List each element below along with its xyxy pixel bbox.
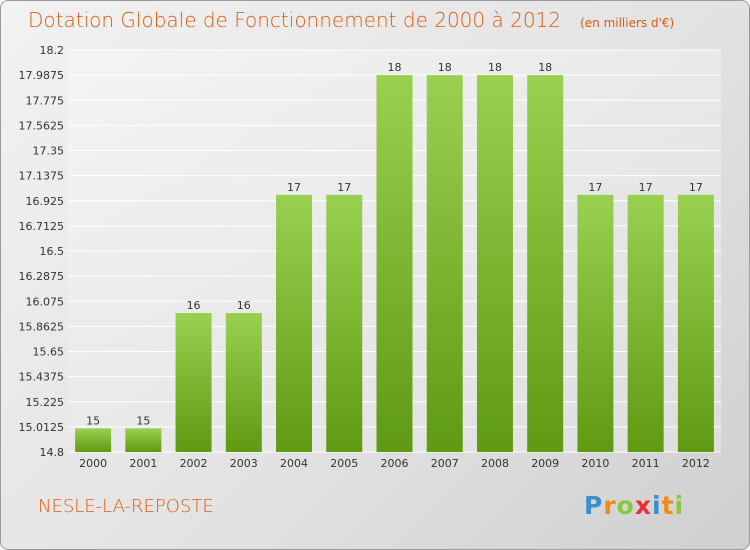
proxiti-logo[interactable]: Proxiti [584, 491, 684, 520]
x-tick-label-2008: 2008 [481, 457, 509, 470]
data-label-2004: 17 [287, 181, 301, 194]
x-tick-label-2001: 2001 [129, 457, 157, 470]
y-tick-label: 15.225 [26, 396, 65, 409]
y-tick-label: 15.8625 [19, 320, 65, 333]
bar-2007 [426, 75, 463, 452]
y-tick-label: 15.65 [33, 346, 65, 359]
bars [75, 75, 714, 452]
data-label-2003: 16 [237, 299, 251, 312]
bar-2004 [276, 194, 313, 452]
y-tick-label: 16.925 [26, 195, 65, 208]
chart-unit-note: (en milliers d'€) [580, 16, 675, 30]
chart-title: Dotation Globale de Fonctionnement de 20… [28, 8, 674, 32]
bar-2000 [75, 428, 112, 452]
y-tick-label: 15.4375 [19, 371, 65, 384]
data-label-2002: 16 [187, 299, 201, 312]
y-tick-label: 17.35 [33, 145, 65, 158]
data-label-2006: 18 [388, 61, 402, 74]
bar-2012 [677, 194, 714, 452]
logo-letter: i [652, 491, 662, 520]
logo-letter: x [634, 491, 652, 520]
data-labels: 15 15 16 16 17 17 18 18 18 18 17 17 17 [86, 61, 703, 427]
data-label-2012: 17 [689, 181, 703, 194]
y-axis-ticks: 14.8 15.0125 15.225 15.4375 15.65 15.8625 16.0… [19, 44, 65, 459]
y-tick-label: 17.9875 [19, 69, 65, 82]
y-tick-label: 17.1375 [19, 170, 65, 183]
town-name: NESLE-LA-REPOSTE [38, 496, 214, 517]
bar-2006 [376, 75, 413, 452]
logo-letter: i [674, 491, 685, 520]
data-label-2007: 18 [438, 61, 452, 74]
x-tick-label-2009: 2009 [531, 457, 559, 470]
chart-title-text: Dotation Globale de Fonctionnement de 20… [28, 8, 561, 32]
y-tick-label: 16.7125 [19, 220, 65, 233]
data-label-2001: 15 [136, 414, 150, 427]
x-tick-label-2006: 2006 [381, 457, 409, 470]
logo-letter: P [584, 491, 604, 520]
bar-2010 [577, 194, 614, 452]
x-tick-label-2012: 2012 [682, 457, 710, 470]
y-tick-label: 14.8 [40, 446, 65, 459]
x-tick-label-2004: 2004 [280, 457, 308, 470]
x-tick-label-2011: 2011 [632, 457, 660, 470]
bar-2009 [527, 75, 564, 452]
x-tick-label-2010: 2010 [581, 457, 609, 470]
bar-2003 [225, 313, 262, 452]
data-label-2010: 17 [588, 181, 602, 194]
y-tick-label: 17.5625 [19, 119, 65, 132]
y-tick-label: 15.0125 [19, 421, 65, 434]
data-label-2011: 17 [639, 181, 653, 194]
bar-2011 [627, 194, 664, 452]
x-tick-label-2002: 2002 [180, 457, 208, 470]
data-label-2009: 18 [538, 61, 552, 74]
x-tick-label-2005: 2005 [330, 457, 358, 470]
bar-2005 [326, 194, 363, 452]
x-tick-label-2000: 2000 [79, 457, 107, 470]
data-label-2005: 17 [337, 181, 351, 194]
bar-2002 [175, 313, 212, 452]
y-tick-label: 16.2875 [19, 270, 65, 283]
logo-letter: o [616, 491, 635, 520]
y-tick-label: 17.775 [26, 94, 65, 107]
y-tick-label: 18.2 [40, 44, 65, 57]
x-tick-label-2007: 2007 [431, 457, 459, 470]
logo-letter: t [661, 491, 675, 520]
x-tick-label-2003: 2003 [230, 457, 258, 470]
data-label-2008: 18 [488, 61, 502, 74]
y-tick-label: 16.5 [40, 245, 65, 258]
x-axis-ticks: 2000 2001 2002 2003 2004 2005 2006 2007 2008 2009… [79, 457, 710, 470]
bar-2001 [125, 428, 162, 452]
logo-letter: r [603, 491, 617, 520]
bar-2008 [476, 75, 513, 452]
y-tick-label: 16.075 [26, 295, 65, 308]
data-label-2000: 15 [86, 414, 100, 427]
